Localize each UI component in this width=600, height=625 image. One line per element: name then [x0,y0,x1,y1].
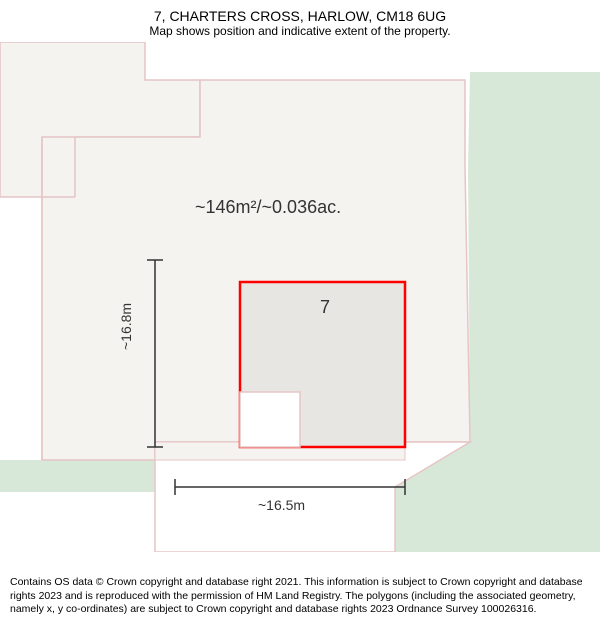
map-viewport: ~146m²/~0.036ac. 7 ~16.5m ~16.8m [0,42,600,552]
page-subtitle: Map shows position and indicative extent… [0,24,600,38]
map-svg [0,42,600,552]
area-label: ~146m²/~0.036ac. [195,197,341,218]
property-number: 7 [320,297,330,318]
width-label: ~16.5m [258,497,305,513]
copyright-footer: Contains OS data © Crown copyright and d… [0,568,600,625]
building-notch [240,392,300,447]
header: 7, CHARTERS CROSS, HARLOW, CM18 6UG Map … [0,0,600,42]
page-title: 7, CHARTERS CROSS, HARLOW, CM18 6UG [0,8,600,24]
height-label: ~16.8m [118,303,134,350]
